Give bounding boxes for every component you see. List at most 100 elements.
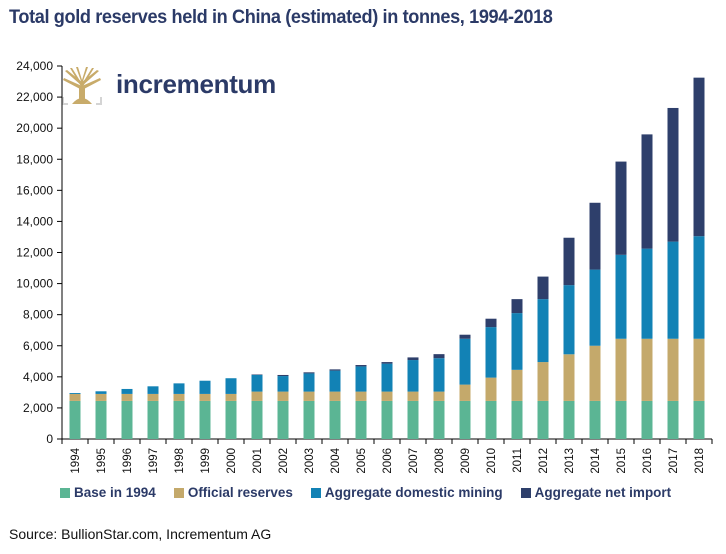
bar-official-2013 [563,354,575,401]
x-tick-label: 2004 [330,447,342,473]
bar-mining-2004 [329,370,341,392]
bar-mining-2010 [485,327,497,378]
x-tick-label: 2016 [642,448,654,474]
bar-mining-2009 [459,338,471,385]
y-tick-label: 18,000 [16,152,53,166]
bar-official-2016 [641,338,653,401]
bar-base-1994 [69,400,81,439]
bar-base-1999 [199,400,211,439]
x-tick-label: 2014 [590,447,602,473]
bar-official-2008 [433,391,445,401]
bar-mining-2017 [667,241,679,339]
bar-base-1996 [121,400,133,439]
bar-import-2015 [615,161,627,255]
stacked-bar-chart: 0 2,000 4,000 6,000 8,000 10,000 12,000 14,000 1… [16,59,713,474]
bar-official-2006 [381,391,393,401]
legend: Base in 1994 Official reserves Aggregate… [60,485,671,500]
y-tick-label: 2,000 [23,401,53,415]
bar-import-2005 [355,365,367,367]
x-tick-label: 2008 [434,448,446,474]
y-tick-label: 10,000 [16,277,53,291]
bar-base-2015 [615,400,627,439]
bar-mining-1995 [95,391,107,394]
bar-mining-2003 [303,373,315,392]
legend-swatch-import [520,487,531,498]
bar-base-1995 [95,400,107,439]
bar-base-2018 [693,400,705,439]
bar-official-2001 [251,391,263,401]
y-tick-label: 4,000 [23,370,53,384]
bar-official-2009 [459,384,471,401]
legend-label-import: Aggregate net import [534,485,672,500]
bar-mining-2008 [433,358,445,392]
legend-item-mining: Aggregate domestic mining [310,485,503,500]
x-tick-label: 2018 [694,448,706,474]
bar-import-2011 [511,299,523,314]
y-tick-label: 16,000 [16,183,53,197]
bar-mining-1999 [199,380,211,394]
bar-base-2009 [459,400,471,439]
bar-base-2013 [563,400,575,439]
bar-official-2012 [537,362,549,401]
logo-text: incrementum [116,69,276,99]
bar-base-2017 [667,400,679,439]
x-tick-label: 1997 [148,448,160,474]
x-tick-label: 1995 [96,448,108,474]
y-tick-label: 14,000 [16,214,53,228]
chart-title: Total gold reserves held in China (estim… [9,6,553,28]
bar-official-2003 [303,391,315,401]
bar-import-2013 [563,237,575,286]
bar-import-2003 [303,372,315,374]
bar-base-2007 [407,400,419,439]
bar-base-2016 [641,400,653,439]
tree-icon [62,67,102,105]
bar-base-2008 [433,400,445,439]
legend-swatch-official [173,487,184,498]
bar-mining-2015 [615,254,627,339]
bar-base-2006 [381,400,393,439]
y-tick-label: 6,000 [23,339,53,353]
x-tick-label: 2009 [460,448,472,474]
legend-item-import: Aggregate net import [520,485,672,500]
legend-item-official: Official reserves [173,485,293,500]
bar-import-2012 [537,276,549,300]
legend-item-base: Base in 1994 [60,485,156,500]
bar-mining-2000 [225,378,237,394]
x-tick-label: 2006 [382,448,394,474]
bar-mining-2006 [381,363,393,392]
y-tick-label: 0 [46,432,53,446]
bar-import-2018 [693,77,705,237]
y-tick-label: 8,000 [23,308,53,322]
bar-official-2007 [407,391,419,401]
y-tick-label: 12,000 [16,246,53,260]
bar-mining-1998 [173,383,185,394]
bar-mining-2013 [563,285,575,355]
x-tick-label: 2000 [226,448,238,474]
bar-base-2001 [251,400,263,439]
bar-base-2004 [329,400,341,439]
bar-official-2015 [615,338,627,401]
bar-official-2014 [589,345,601,401]
x-tick-label: 2013 [564,448,576,474]
bar-base-2010 [485,400,497,439]
y-tick-label: 22,000 [16,90,53,104]
bar-import-2016 [641,134,653,249]
legend-swatch-base [60,487,70,498]
x-tick-label: 1999 [200,448,212,474]
bar-mining-2001 [251,374,263,392]
bar-official-2000 [225,393,237,401]
x-tick-label: 1998 [174,448,186,474]
x-tick-label: 2015 [616,448,628,474]
bar-base-2005 [355,400,367,439]
bar-import-2004 [329,369,341,371]
bar-mining-2012 [537,299,549,363]
y-tick-label: 20,000 [16,121,53,135]
x-tick-label: 1994 [70,447,82,473]
bar-mining-2007 [407,360,419,392]
bar-mining-1994 [69,392,81,394]
x-tick-label: 2010 [486,448,498,474]
bar-official-1999 [199,393,211,401]
bar-mining-2014 [589,269,601,346]
bar-official-2017 [667,338,679,401]
bar-base-2002 [277,400,289,439]
